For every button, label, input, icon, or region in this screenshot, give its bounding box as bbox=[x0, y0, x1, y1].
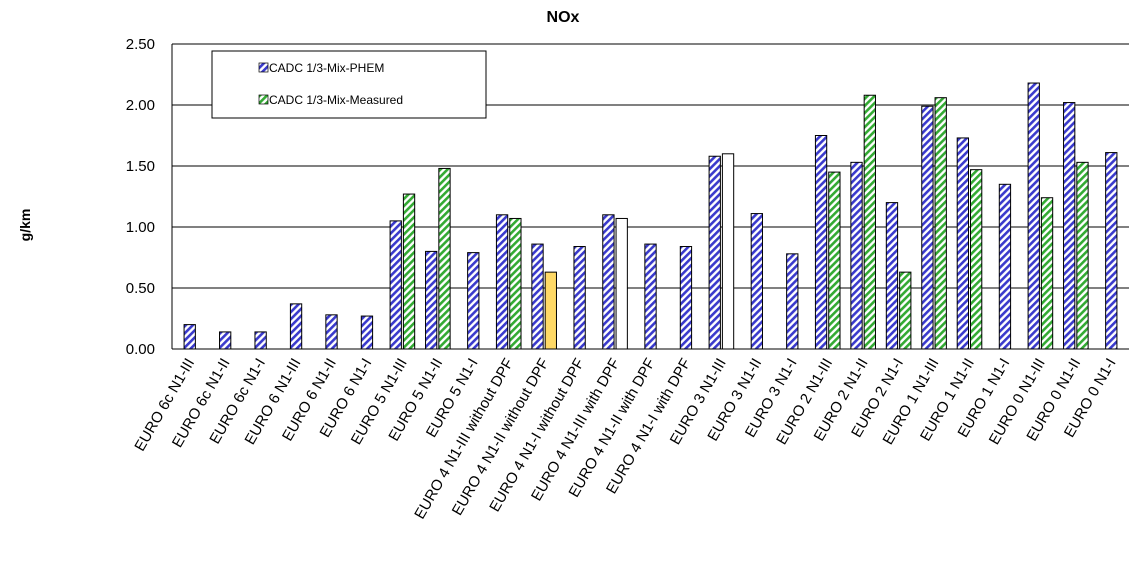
y-tick-label: 1.50 bbox=[126, 158, 155, 175]
bar-phem bbox=[1105, 152, 1118, 350]
bar-phem bbox=[325, 314, 338, 350]
bar-phem bbox=[786, 253, 799, 350]
legend-label-measured: CADC 1/3-Mix-Measured bbox=[269, 93, 403, 107]
bar-measured bbox=[863, 94, 876, 350]
chart-title: NOx bbox=[547, 9, 580, 26]
y-tick-label: 2.50 bbox=[126, 36, 155, 53]
bar-phem bbox=[289, 303, 303, 350]
bar-phem bbox=[644, 243, 657, 350]
y-tick-label: 1.00 bbox=[126, 219, 155, 236]
legend-swatch-phem bbox=[258, 62, 269, 73]
bar-phem bbox=[998, 183, 1012, 350]
bar-measured bbox=[721, 153, 735, 350]
bar-phem bbox=[183, 324, 196, 350]
bar-phem bbox=[531, 243, 544, 350]
bar-measured bbox=[1076, 161, 1089, 350]
bar-measured bbox=[1040, 197, 1054, 350]
bar-phem bbox=[467, 252, 480, 350]
bar-measured bbox=[899, 271, 912, 350]
y-tick-label: 2.00 bbox=[126, 97, 155, 114]
legend: CADC 1/3-Mix-PHEM CADC 1/3-Mix-Measured bbox=[211, 50, 487, 119]
bar-phem bbox=[679, 246, 693, 350]
bar-phem bbox=[921, 105, 934, 350]
bar-measured bbox=[438, 167, 451, 350]
legend-label-phem: CADC 1/3-Mix-PHEM bbox=[269, 61, 384, 75]
bar-phem bbox=[1027, 82, 1040, 350]
bar-phem bbox=[495, 214, 509, 350]
legend-box bbox=[211, 50, 487, 119]
bar-measured bbox=[970, 169, 983, 350]
bar-phem bbox=[602, 214, 615, 350]
bar-phem bbox=[814, 135, 828, 350]
bar-phem bbox=[425, 250, 438, 350]
bar-measured bbox=[402, 193, 416, 350]
bar-measured bbox=[509, 217, 522, 350]
bar-phem bbox=[254, 331, 267, 350]
bar-phem bbox=[956, 137, 970, 350]
bar-phem bbox=[885, 202, 899, 350]
bars bbox=[183, 82, 1118, 350]
y-tick-labels: 0.00 0.50 1.00 1.50 2.00 2.50 bbox=[126, 36, 155, 358]
y-tick-label: 0.00 bbox=[126, 341, 155, 358]
bar-measured bbox=[615, 217, 628, 350]
legend-swatch-measured bbox=[258, 94, 269, 105]
bar-phem bbox=[750, 213, 763, 350]
bar-measured bbox=[828, 171, 841, 350]
bar-phem bbox=[573, 246, 586, 350]
bar-phem bbox=[1063, 102, 1076, 350]
bar-measured bbox=[934, 97, 947, 350]
bar-phem bbox=[708, 155, 721, 350]
y-tick-label: 0.50 bbox=[126, 280, 155, 297]
y-axis-label: g/km bbox=[17, 209, 33, 242]
bar-measured bbox=[544, 271, 557, 350]
bar-phem bbox=[360, 315, 374, 350]
bar-phem bbox=[850, 161, 863, 350]
bar-phem bbox=[389, 220, 402, 350]
bar-phem bbox=[219, 331, 232, 350]
